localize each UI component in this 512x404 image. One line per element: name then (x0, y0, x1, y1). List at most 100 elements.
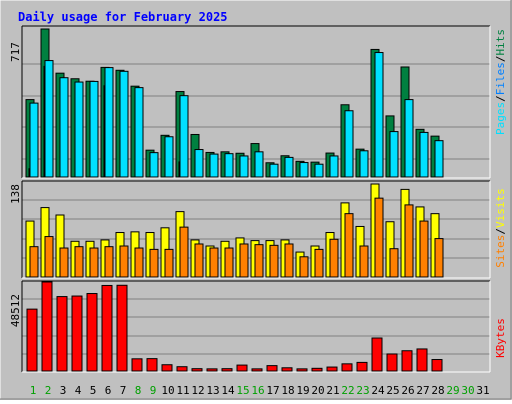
x-axis-label-day-5: 5 (90, 384, 97, 397)
x-axis-label-day-15: 15 (236, 384, 249, 397)
pages-bar (164, 136, 174, 178)
legend-hits-files-pages: Pages/Files/Hits (494, 29, 507, 135)
pages-bar (29, 102, 39, 178)
kbytes-bar (146, 358, 158, 372)
x-axis-label-day-9: 9 (150, 384, 157, 397)
sites-bar (119, 245, 129, 278)
x-axis-label-day-8: 8 (135, 384, 142, 397)
pages-bar (344, 110, 354, 178)
kbytes-bar (296, 368, 308, 372)
sites-bar (314, 248, 324, 278)
kbytes-bar (386, 353, 398, 372)
sites-bar (224, 247, 234, 278)
legend-sep-3: / (494, 228, 507, 235)
legend-visits: Visits (494, 188, 507, 228)
x-axis-label-day-31: 31 (476, 384, 489, 397)
sites-bar (194, 243, 204, 278)
legend-sep-2: / (494, 56, 507, 63)
x-axis-label-day-20: 20 (311, 384, 324, 397)
pages-bar (194, 149, 204, 178)
kbytes-bar (101, 284, 113, 372)
pages-bar (179, 95, 189, 178)
pages-bar (59, 77, 69, 178)
kbytes-bar (191, 368, 203, 372)
pages-bar (104, 67, 114, 178)
sites-bar (44, 236, 54, 278)
pages-bar (149, 152, 159, 178)
x-axis-label-day-3: 3 (60, 384, 67, 397)
x-axis-label-day-11: 11 (176, 384, 189, 397)
x-axis-label-day-14: 14 (221, 384, 235, 397)
pages-bar (74, 81, 84, 178)
pages-bar (254, 151, 264, 178)
x-axis-label-day-26: 26 (401, 384, 414, 397)
x-axis-label-day-19: 19 (296, 384, 309, 397)
sites-bar (59, 247, 69, 278)
kbytes-bar (206, 368, 218, 372)
x-axis-label-day-28: 28 (431, 384, 444, 397)
x-axis-label-day-7: 7 (120, 384, 127, 397)
legend-sites-visits: Sites/Visits (494, 188, 507, 268)
kbytes-bar (131, 358, 143, 372)
sites-bar (254, 244, 264, 278)
kbytes-bar (161, 364, 173, 372)
sites-bar (434, 238, 444, 278)
kbytes-bar (281, 367, 293, 372)
kbytes-bar (251, 368, 263, 372)
x-axis-label-day-21: 21 (326, 384, 339, 397)
pages-bar (119, 70, 129, 178)
sites-bar (299, 256, 309, 278)
pages-bar (299, 162, 309, 178)
kbytes-bar (311, 367, 323, 372)
legend-sep-1: / (494, 95, 507, 102)
pages-bar (134, 87, 144, 178)
sites-bar (344, 213, 354, 278)
x-axis-label-day-27: 27 (416, 384, 429, 397)
sites-bar (389, 248, 399, 278)
x-axis-label-day-18: 18 (281, 384, 294, 397)
pages-bar (404, 99, 414, 178)
x-axis-label-day-6: 6 (105, 384, 112, 397)
pages-bar (44, 60, 54, 178)
kbytes-bar (401, 350, 413, 372)
sites-bar (404, 204, 414, 278)
pages-bar (314, 163, 324, 178)
kbytes-bar (71, 295, 83, 372)
sites-bar (164, 248, 174, 278)
x-axis-label-day-24: 24 (371, 384, 385, 397)
x-axis-label-day-2: 2 (45, 384, 52, 397)
kbytes-bar (41, 281, 53, 372)
legend-kbytes: KBytes (494, 318, 507, 358)
x-axis-label-day-4: 4 (75, 384, 82, 397)
pages-bar (374, 52, 384, 178)
x-axis-label-day-16: 16 (251, 384, 264, 397)
kbytes-bar (221, 368, 233, 372)
legend-sites: Sites (494, 235, 507, 268)
x-axis-label-day-10: 10 (161, 384, 174, 397)
kbytes-bar (86, 293, 98, 372)
sites-bar (74, 246, 84, 278)
sites-bar (359, 245, 369, 278)
pages-bar (359, 150, 369, 178)
kbytes-bar (371, 337, 383, 372)
x-axis-label-day-1: 1 (30, 384, 37, 397)
sites-bar (134, 247, 144, 278)
chart-title: Daily usage for February 2025 (18, 10, 228, 24)
x-axis-label-day-17: 17 (266, 384, 279, 397)
x-axis-day-labels: 1 2 3 4 5 6 7 8 9 10 11 12 13 14 15 16 17 18 19 20 21 22 23 24 2… (30, 384, 490, 397)
x-axis-label-day-30: 30 (461, 384, 474, 397)
sites-bar (284, 243, 294, 278)
kbytes-bar (116, 284, 128, 372)
x-axis-label-day-22: 22 (341, 384, 354, 397)
kbytes-bar (176, 366, 188, 372)
x-axis-label-day-13: 13 (206, 384, 219, 397)
sites-bar (419, 220, 429, 278)
kbytes-bar (416, 348, 428, 372)
kbytes-bar (236, 364, 248, 372)
sites-bar (104, 246, 114, 278)
hits-panel-ymax-label: 717 (9, 42, 22, 62)
legend-hits: Hits (494, 29, 507, 56)
sites-bar (269, 244, 279, 278)
pages-bar (329, 155, 339, 178)
